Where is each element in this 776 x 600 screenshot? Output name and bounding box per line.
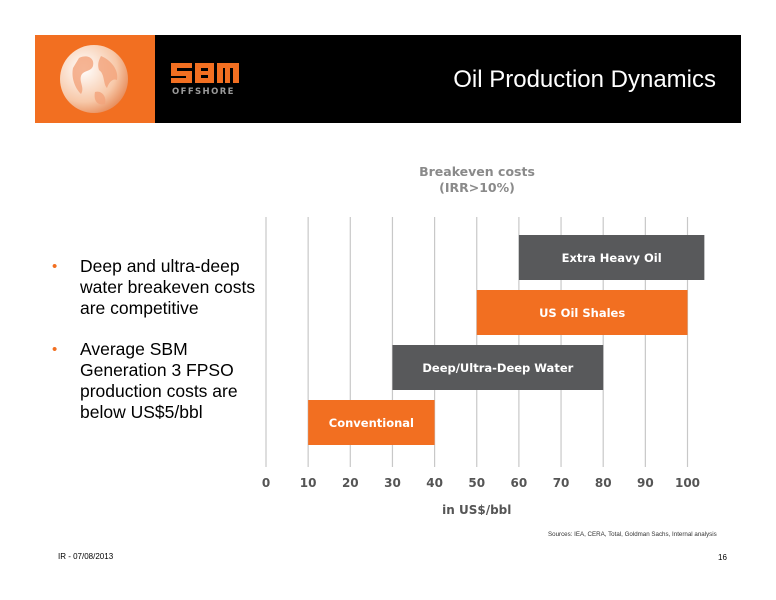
x-tick-label: 80 <box>595 476 612 490</box>
bullet-text: Average SBM Generation 3 FPSO production… <box>80 339 238 422</box>
chart-title-line1: Breakeven costs <box>419 164 535 179</box>
bar-label: US Oil Shales <box>539 306 625 320</box>
x-tick-label: 20 <box>342 476 359 490</box>
x-axis-label: in US$/bbl <box>442 503 511 515</box>
x-tick-label: 40 <box>426 476 443 490</box>
chart-title-line2: (IRR>10%) <box>439 180 515 195</box>
sources-note: Sources: IEA, CERA, Total, Goldman Sachs… <box>548 531 717 538</box>
bar-label: Deep/Ultra-Deep Water <box>422 361 573 375</box>
x-tick-label: 10 <box>300 476 317 490</box>
chart-title: Breakeven costs (IRR>10%) <box>382 164 572 196</box>
sbm-logo <box>171 63 239 83</box>
breakeven-chart: Extra Heavy Oil US Oil Shales Deep/Ultra-D… <box>262 217 705 515</box>
x-tick-label: 90 <box>637 476 654 490</box>
footer-date: IR - 07/08/2013 <box>58 552 114 561</box>
page-number: 16 <box>718 553 727 562</box>
x-tick-label: 70 <box>553 476 570 490</box>
bullet-item: • Average SBM Generation 3 FPSO producti… <box>52 339 272 423</box>
bullet-marker-icon: • <box>52 258 58 275</box>
x-tick-label: 0 <box>262 476 270 490</box>
x-tick-label: 60 <box>511 476 528 490</box>
bullet-marker-icon: • <box>52 341 58 358</box>
header-bar: OFFSHORE Oil Production Dynamics <box>35 35 741 123</box>
globe-icon <box>60 45 128 113</box>
slide-title: Oil Production Dynamics <box>453 66 716 93</box>
bullet-item: • Deep and ultra-deep water breakeven co… <box>52 256 272 319</box>
x-tick-label: 50 <box>468 476 485 490</box>
bar-label: Extra Heavy Oil <box>562 251 662 265</box>
bar <box>308 400 435 445</box>
bullet-text: Deep and ultra-deep water breakeven cost… <box>80 256 256 318</box>
bar <box>476 290 688 335</box>
bar <box>392 345 604 390</box>
bar <box>518 235 705 280</box>
x-tick-label: 100 <box>675 476 700 490</box>
bullet-list: • Deep and ultra-deep water breakeven co… <box>52 256 272 443</box>
globe-panel <box>35 35 155 123</box>
bar-label: Conventional <box>329 416 414 430</box>
x-tick-label: 30 <box>384 476 401 490</box>
logo-subtext: OFFSHORE <box>172 87 235 97</box>
